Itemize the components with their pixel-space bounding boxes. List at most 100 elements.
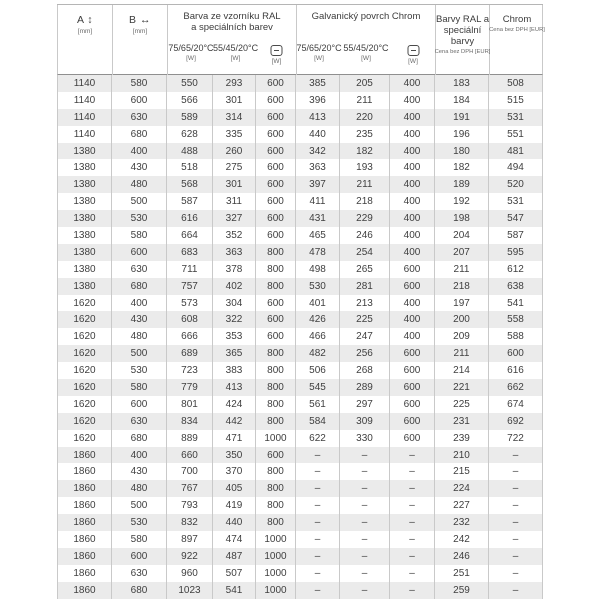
cell: 1860 — [57, 497, 112, 515]
header-col-height-a: A ↕ [mm] — [58, 5, 113, 75]
cell: 1860 — [57, 581, 112, 599]
cell: 666 — [167, 328, 213, 346]
cell: 1860 — [57, 531, 112, 548]
cell: 200 — [435, 311, 489, 329]
cell: 225 — [340, 311, 390, 329]
cell: 600 — [256, 210, 296, 228]
cell: – — [390, 446, 435, 464]
header-price-chrome: Chrom Cena bez DPH [EUR] — [489, 5, 545, 75]
cell: 628 — [167, 125, 213, 143]
cell: 600 — [390, 345, 435, 363]
cell: 1620 — [57, 412, 112, 430]
cell: 440 — [213, 514, 256, 532]
header-chrome-temp-75: 75/65/20°C [W] — [296, 43, 342, 62]
cell: 558 — [489, 311, 543, 329]
cell: 256 — [340, 345, 390, 363]
cell: 600 — [112, 547, 167, 565]
cell: 205 — [340, 75, 390, 92]
group-ral-label: Barva ze vzorníku RAL a speciálních bare… — [183, 11, 281, 33]
cell: 767 — [167, 480, 213, 498]
cell: – — [340, 480, 390, 498]
cell: 335 — [213, 125, 256, 143]
cell: 353 — [213, 328, 256, 346]
cell: 680 — [112, 125, 167, 143]
cell: 800 — [256, 514, 296, 532]
cell: 193 — [340, 159, 390, 177]
cell: 411 — [296, 193, 340, 211]
price-ral-label: Barvy RAL a speciální barvy — [436, 14, 489, 47]
cell: – — [296, 531, 340, 548]
cell: 897 — [167, 531, 213, 548]
electric-heater-icon — [270, 44, 283, 56]
cell: 304 — [213, 294, 256, 312]
cell: 508 — [489, 75, 543, 92]
cell: 342 — [296, 142, 340, 160]
cell: – — [340, 463, 390, 481]
cell: 580 — [112, 75, 167, 92]
table-row: 1620 680 889 471 1000 622 330 600 239 722 — [57, 429, 543, 447]
cell: – — [489, 547, 543, 565]
cell: 440 — [296, 125, 340, 143]
cell: 630 — [112, 564, 167, 582]
cell: 834 — [167, 412, 213, 430]
cell: 1860 — [57, 547, 112, 565]
cell: 211 — [340, 91, 390, 109]
cell: 1620 — [57, 395, 112, 413]
cell: 297 — [340, 395, 390, 413]
cell: 530 — [112, 362, 167, 380]
cell: 800 — [256, 345, 296, 363]
table-row: 1860 630 960 507 1000– – –251– — [57, 564, 543, 582]
cell: 1380 — [57, 142, 112, 160]
cell: 211 — [435, 260, 489, 278]
cell: 588 — [489, 328, 543, 346]
cell: 214 — [435, 362, 489, 380]
cell: 507 — [213, 564, 256, 582]
cell: 547 — [489, 210, 543, 228]
table-row: 1860 500 793 419 800– – –227– — [57, 497, 543, 515]
cell: 500 — [112, 345, 167, 363]
cell: 488 — [167, 142, 213, 160]
cell: 518 — [167, 159, 213, 177]
col-a-unit: [mm] — [77, 28, 93, 35]
cell: 600 — [112, 91, 167, 109]
col-a-label: A ↕ — [76, 14, 94, 26]
cell: 700 — [167, 463, 213, 481]
cell: – — [296, 480, 340, 498]
cell: 531 — [489, 193, 543, 211]
cell: 800 — [256, 260, 296, 278]
cell: 363 — [213, 243, 256, 261]
cell: 322 — [213, 311, 256, 329]
cell: 600 — [256, 227, 296, 244]
cell: 400 — [112, 142, 167, 160]
cell: 370 — [213, 463, 256, 481]
cell: 550 — [167, 75, 213, 92]
cell: 600 — [256, 75, 296, 92]
cell: 638 — [489, 277, 543, 295]
cell: 480 — [112, 480, 167, 498]
cell: 1000 — [256, 564, 296, 582]
cell: 482 — [296, 345, 340, 363]
table-row: 1620 400 573 304 600 401 213 400 197 541 — [57, 294, 543, 312]
cell: 600 — [390, 362, 435, 380]
header-price-ral: Barvy RAL a speciální barvy Cena bez DPH… — [435, 5, 490, 75]
cell: 430 — [112, 159, 167, 177]
cell: 400 — [390, 108, 435, 126]
col-b-label: B ↔ — [129, 14, 151, 26]
cell: 352 — [213, 227, 256, 244]
col-b-unit: [mm] — [132, 28, 148, 35]
cell: 530 — [112, 210, 167, 228]
cell: 541 — [213, 581, 256, 599]
cell: 1000 — [256, 429, 296, 447]
cell: – — [296, 581, 340, 599]
cell: 1620 — [57, 379, 112, 396]
cell: 573 — [167, 294, 213, 312]
cell: 889 — [167, 429, 213, 447]
table-row: 1860 680 1023 541 1000– – –259– — [57, 581, 543, 599]
table-row: 1380 530 616 327 600 431 229 400 198 547 — [57, 210, 543, 228]
cell: 192 — [435, 193, 489, 211]
cell: 800 — [256, 480, 296, 498]
cell: 1860 — [57, 514, 112, 532]
cell: 600 — [256, 311, 296, 329]
cell: 600 — [390, 429, 435, 447]
table-header: A ↕ [mm] B ↔ [mm] Barva ze vzorníku RAL … — [57, 5, 545, 75]
